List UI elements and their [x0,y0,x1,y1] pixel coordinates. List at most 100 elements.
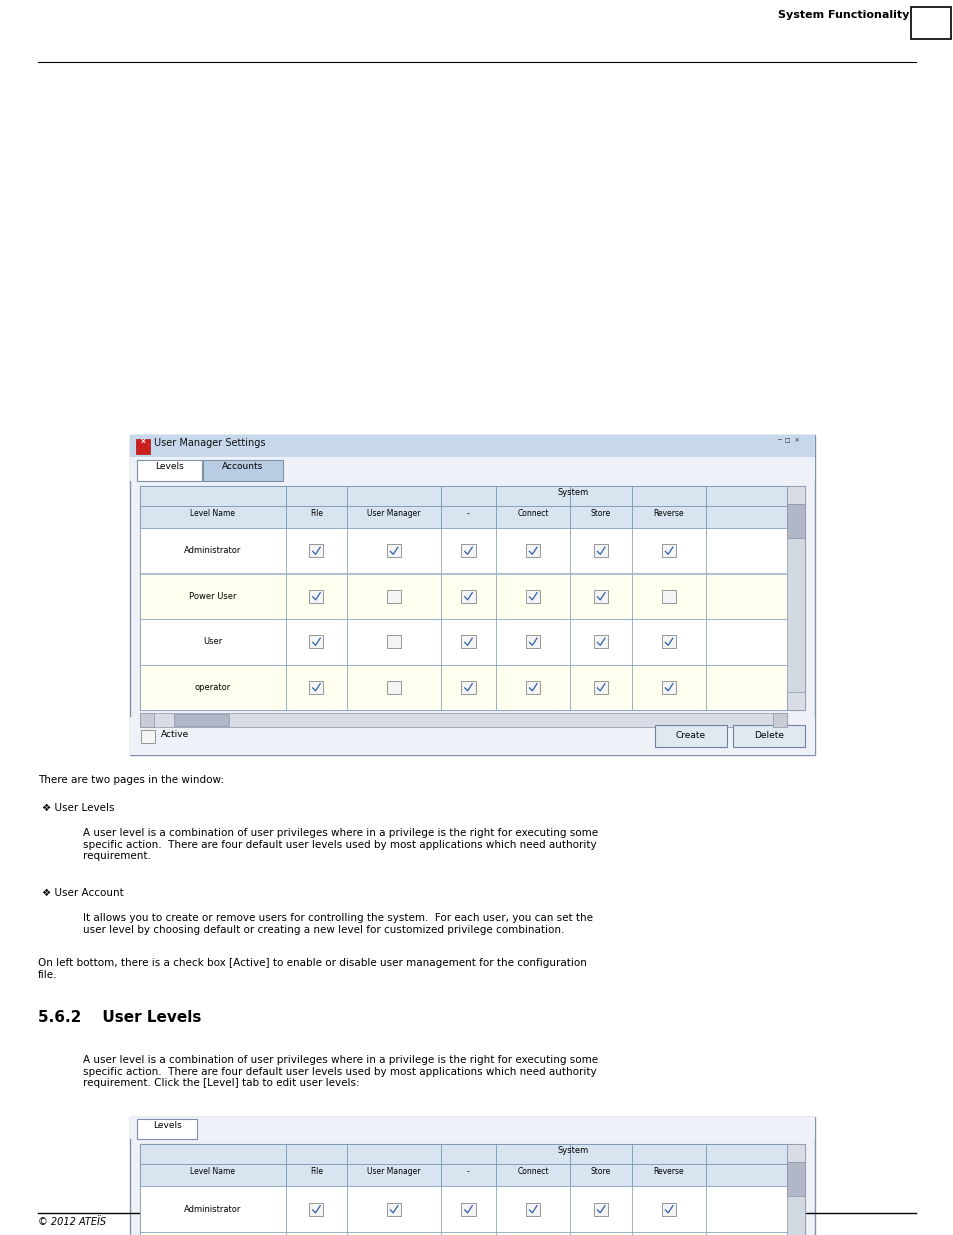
Text: Connect: Connect [517,1167,548,1176]
Text: ▲: ▲ [793,1146,798,1151]
Bar [705,619,786,664]
Text: Level Name: Level Name [190,509,235,517]
Bar [631,619,705,664]
Bar [140,713,153,727]
Text: Active: Active [161,730,189,739]
Bar [140,1144,804,1235]
Bar [525,590,539,603]
Bar [496,506,570,529]
Bar [705,664,786,710]
Bar [661,635,676,648]
Bar [347,664,440,710]
Text: Power User: Power User [189,592,236,600]
Text: There are two pages in the window:: There are two pages in the window: [38,776,224,785]
Text: User Manager: User Manager [367,1167,420,1176]
Bar [496,573,570,619]
Bar [631,529,705,573]
Bar [140,1186,285,1233]
Bar [525,1203,539,1215]
Bar [141,730,155,742]
Text: ─  □  ✕: ─ □ ✕ [776,438,799,443]
Bar [631,1186,705,1233]
Bar [496,529,570,573]
Bar [786,1162,804,1197]
Bar [460,1203,475,1215]
Bar [136,438,150,453]
Text: User Manager: User Manager [367,509,420,517]
Bar [705,487,786,506]
Text: -: - [466,1167,469,1176]
Text: operator: operator [194,683,231,692]
Bar [570,664,631,710]
Text: ❖ User Levels: ❖ User Levels [42,803,114,813]
Bar [130,1116,814,1235]
Bar [285,1144,347,1165]
Text: Administrator: Administrator [184,1205,241,1214]
Text: 401: 401 [917,7,943,21]
Bar [460,590,475,603]
Bar [137,1119,196,1139]
Bar [285,529,347,573]
Bar [140,1165,285,1186]
Text: Create: Create [676,731,705,741]
Bar [631,1233,705,1235]
Bar [386,545,400,557]
Bar [705,1186,786,1233]
Bar [570,1165,631,1186]
Bar [130,718,814,755]
Text: Level Name: Level Name [190,1167,235,1176]
Bar [130,457,814,480]
Bar [140,713,786,727]
Bar [173,714,229,726]
Bar [593,545,607,557]
Bar [285,1186,347,1233]
Bar [705,506,786,529]
Bar [570,506,631,529]
Bar [786,1144,804,1162]
Text: Levels: Levels [155,462,184,472]
Text: It allows you to create or remove users for controlling the system.  For each us: It allows you to create or remove users … [83,913,593,935]
Bar [130,435,814,755]
Bar [309,590,323,603]
Bar [786,487,804,710]
Bar [496,1144,570,1165]
Bar [309,680,323,694]
Bar [593,590,607,603]
Bar [140,1144,285,1165]
Text: ▲: ▲ [793,488,798,493]
Bar [786,1144,804,1235]
Text: 5.6.2    User Levels: 5.6.2 User Levels [38,1010,201,1025]
Bar [440,529,496,573]
Bar [570,619,631,664]
Bar [570,573,631,619]
Bar [661,590,676,603]
Bar [347,1165,440,1186]
Bar [460,680,475,694]
Bar [386,635,400,648]
Bar [347,529,440,573]
Bar [496,619,570,664]
Bar [440,573,496,619]
Bar [570,1186,631,1233]
Text: Accounts: Accounts [222,462,263,472]
Bar [593,635,607,648]
Bar [285,1165,347,1186]
Bar [440,664,496,710]
Bar [593,1203,607,1215]
Bar [460,545,475,557]
Bar [285,573,347,619]
Bar [140,664,285,710]
Text: File: File [310,1167,322,1176]
Bar [496,1186,570,1233]
Bar [440,487,496,506]
Bar [285,1233,347,1235]
Bar [140,529,285,573]
Text: A user level is a combination of user privileges where in a privilege is the rig: A user level is a combination of user pr… [83,827,598,861]
Bar [460,635,475,648]
Text: User: User [203,637,222,646]
Bar [440,1144,496,1165]
Bar [140,573,285,619]
Bar [705,573,786,619]
Bar [440,1165,496,1186]
Bar [786,487,804,504]
